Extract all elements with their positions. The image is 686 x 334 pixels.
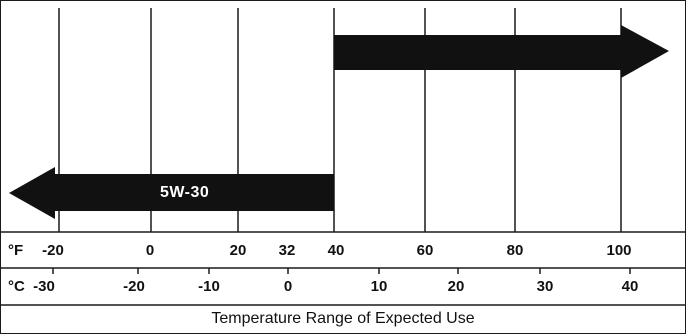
fahrenheit-tick-label: -20 <box>42 242 64 259</box>
fahrenheit-unit-label: °F <box>8 242 24 259</box>
celsius-tick-label: 40 <box>621 278 639 295</box>
left-arrow-5w30 <box>9 167 334 219</box>
celsius-tick-label: -30 <box>33 278 55 295</box>
celsius-tick-label: 30 <box>536 278 554 295</box>
right-arrow <box>334 25 669 78</box>
celsius-unit-label: °C <box>8 278 25 295</box>
fahrenheit-tick-label: 32 <box>278 242 296 259</box>
fahrenheit-tick-label: 40 <box>327 242 345 259</box>
diagram-caption: Temperature Range of Expected Use <box>211 310 475 327</box>
left-arrow-label: 5W-30 <box>160 184 210 201</box>
celsius-tick-label: 0 <box>283 278 293 295</box>
celsius-tick-label: 20 <box>447 278 465 295</box>
fahrenheit-tick-label: 20 <box>229 242 247 259</box>
fahrenheit-tick-label: 100 <box>606 242 632 259</box>
fahrenheit-tick-label: 80 <box>506 242 524 259</box>
fahrenheit-tick-label: 60 <box>416 242 434 259</box>
celsius-tick-label: 10 <box>370 278 388 295</box>
fahrenheit-tick-label: 0 <box>145 242 155 259</box>
celsius-tick-label: -20 <box>123 278 145 295</box>
celsius-tick-label: -10 <box>198 278 220 295</box>
